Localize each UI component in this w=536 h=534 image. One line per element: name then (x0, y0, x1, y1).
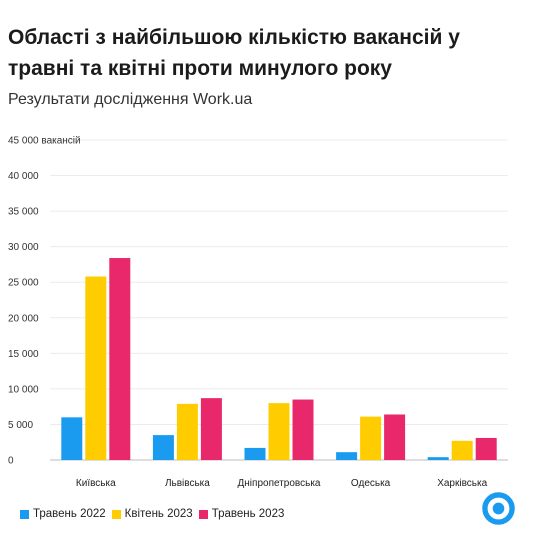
legend-label-0: Травень 2022 (33, 508, 106, 520)
legend-swatch-1 (111, 509, 121, 519)
bar-0-1 (152, 435, 174, 460)
y-tick-label: 15 000 (8, 349, 39, 360)
bar-2-0 (109, 258, 131, 460)
x-tick-label: Одеська (351, 478, 391, 489)
x-tick-label: Харківська (437, 478, 487, 489)
bar-0-0 (61, 417, 83, 460)
y-tick-label: 30 000 (8, 242, 39, 253)
y-tick-label: 5 000 (8, 420, 33, 431)
legend-swatch-0 (20, 509, 29, 519)
workua-logo-icon (482, 492, 515, 525)
bar-1-1 (176, 403, 198, 460)
bar-0-3 (336, 452, 358, 460)
y-tick-label: 10 000 (8, 384, 39, 395)
bar-2-3 (384, 414, 406, 460)
y-tick-label: 20 000 (8, 313, 39, 324)
bar-1-4 (451, 440, 473, 460)
x-tick-label: Дніпропетровська (238, 478, 321, 489)
y-tick-labels: 0 5 000 10 000 15 000 20 000 25 000 30 000 35 0… (8, 136, 81, 467)
x-tick-label: Львівська (165, 478, 210, 489)
x-tick-labels: Київська Львівська Дніпропетровська Одеська… (76, 478, 488, 489)
bars (61, 258, 497, 460)
bar-1-3 (360, 416, 382, 460)
legend-item-2: Травень 2023 (198, 508, 285, 520)
bar-2-1 (200, 398, 222, 460)
y-tick-label: 25 000 (8, 278, 39, 289)
y-tick-label: 45 000 вакансій (8, 136, 81, 147)
legend-item-1: Квітень 2023 (111, 508, 193, 520)
bar-1-2 (268, 403, 290, 460)
y-tick-label: 40 000 (8, 171, 39, 182)
bar-2-4 (475, 437, 497, 460)
y-tick-label: 0 (8, 456, 14, 467)
legend-label-2: Травень 2023 (211, 508, 285, 520)
bar-2-2 (292, 399, 314, 460)
x-tick-label: Київська (76, 478, 116, 489)
chart-title: Області з найбільшою кількістю вакансій … (8, 26, 460, 80)
bar-0-4 (427, 457, 449, 460)
bar-1-0 (85, 276, 107, 460)
legend-swatch-2 (198, 509, 208, 519)
y-tick-label: 35 000 (8, 207, 39, 218)
bar-0-2 (244, 447, 266, 460)
chart-subtitle: Результати дослідження Work.ua (8, 91, 253, 108)
legend: Травень 2022 Квітень 2023 Травень 2023 (20, 508, 290, 520)
legend-item-0: Травень 2022 (20, 508, 106, 520)
legend-label-1: Квітень 2023 (124, 508, 193, 520)
